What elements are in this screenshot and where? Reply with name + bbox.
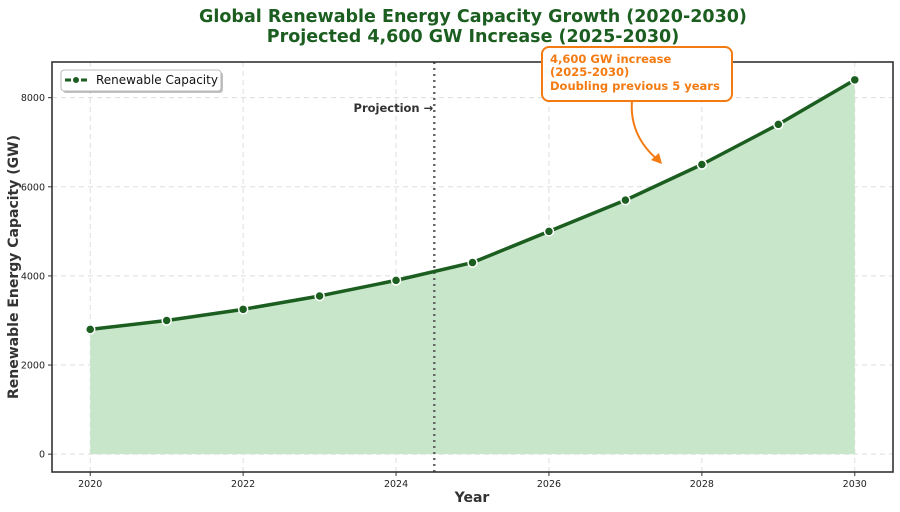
chart-subtitle: Projected 4,600 GW Increase (2025-2030) [267, 27, 679, 47]
data-point [849, 74, 861, 86]
y-tick-label: 6000 [21, 182, 45, 193]
x-tick-label: 2026 [537, 479, 561, 490]
data-point [620, 194, 631, 206]
x-tick-label: 2020 [78, 479, 102, 490]
y-ticks: 0 2000 4000 6000 8000 [21, 93, 52, 461]
data-point [467, 257, 478, 268]
y-axis-label: Renewable Energy Capacity (GW) [6, 135, 22, 399]
y-tick-label: 4000 [21, 271, 45, 282]
x-tick-label: 2024 [384, 479, 408, 490]
x-tick-label: 2022 [231, 479, 255, 490]
data-points [84, 74, 861, 335]
data-point [237, 304, 249, 315]
legend: Renewable Capacity [60, 69, 223, 93]
x-tick-label: 2030 [843, 479, 867, 490]
annotation-arrow [630, 100, 659, 161]
annotation-line-2: (2025-2030) [550, 65, 629, 79]
chart-title: Global Renewable Energy Capacity Growth … [199, 7, 747, 27]
data-point [84, 324, 96, 335]
x-axis-label: Year [454, 490, 490, 506]
annotation-line-3: Doubling previous 5 years [550, 79, 720, 93]
y-tick-label: 0 [39, 450, 45, 461]
data-point [390, 275, 402, 286]
y-tick-label: 8000 [21, 93, 45, 104]
data-point [773, 119, 784, 130]
data-point [161, 315, 172, 326]
legend-box [60, 69, 222, 92]
x-tick-label: 2028 [690, 479, 714, 490]
legend-entry: Renewable Capacity [96, 73, 218, 87]
projection-label: Projection → [354, 101, 434, 115]
data-point [543, 226, 555, 237]
y-tick-label: 2000 [21, 361, 45, 372]
data-point [314, 290, 325, 302]
annotation-box [541, 46, 733, 102]
plot-frame [51, 61, 894, 473]
annotation-line-1: 4,600 GW increase [550, 52, 672, 66]
x-ticks: 2020 2022 2024 2026 2028 2030 [78, 472, 867, 490]
data-point [696, 159, 708, 170]
annotation-arrowhead-icon [651, 153, 662, 164]
legend-marker-icon [72, 76, 80, 84]
annotation: 4,600 GW increase (2025-2030) Doubling p… [541, 46, 733, 164]
